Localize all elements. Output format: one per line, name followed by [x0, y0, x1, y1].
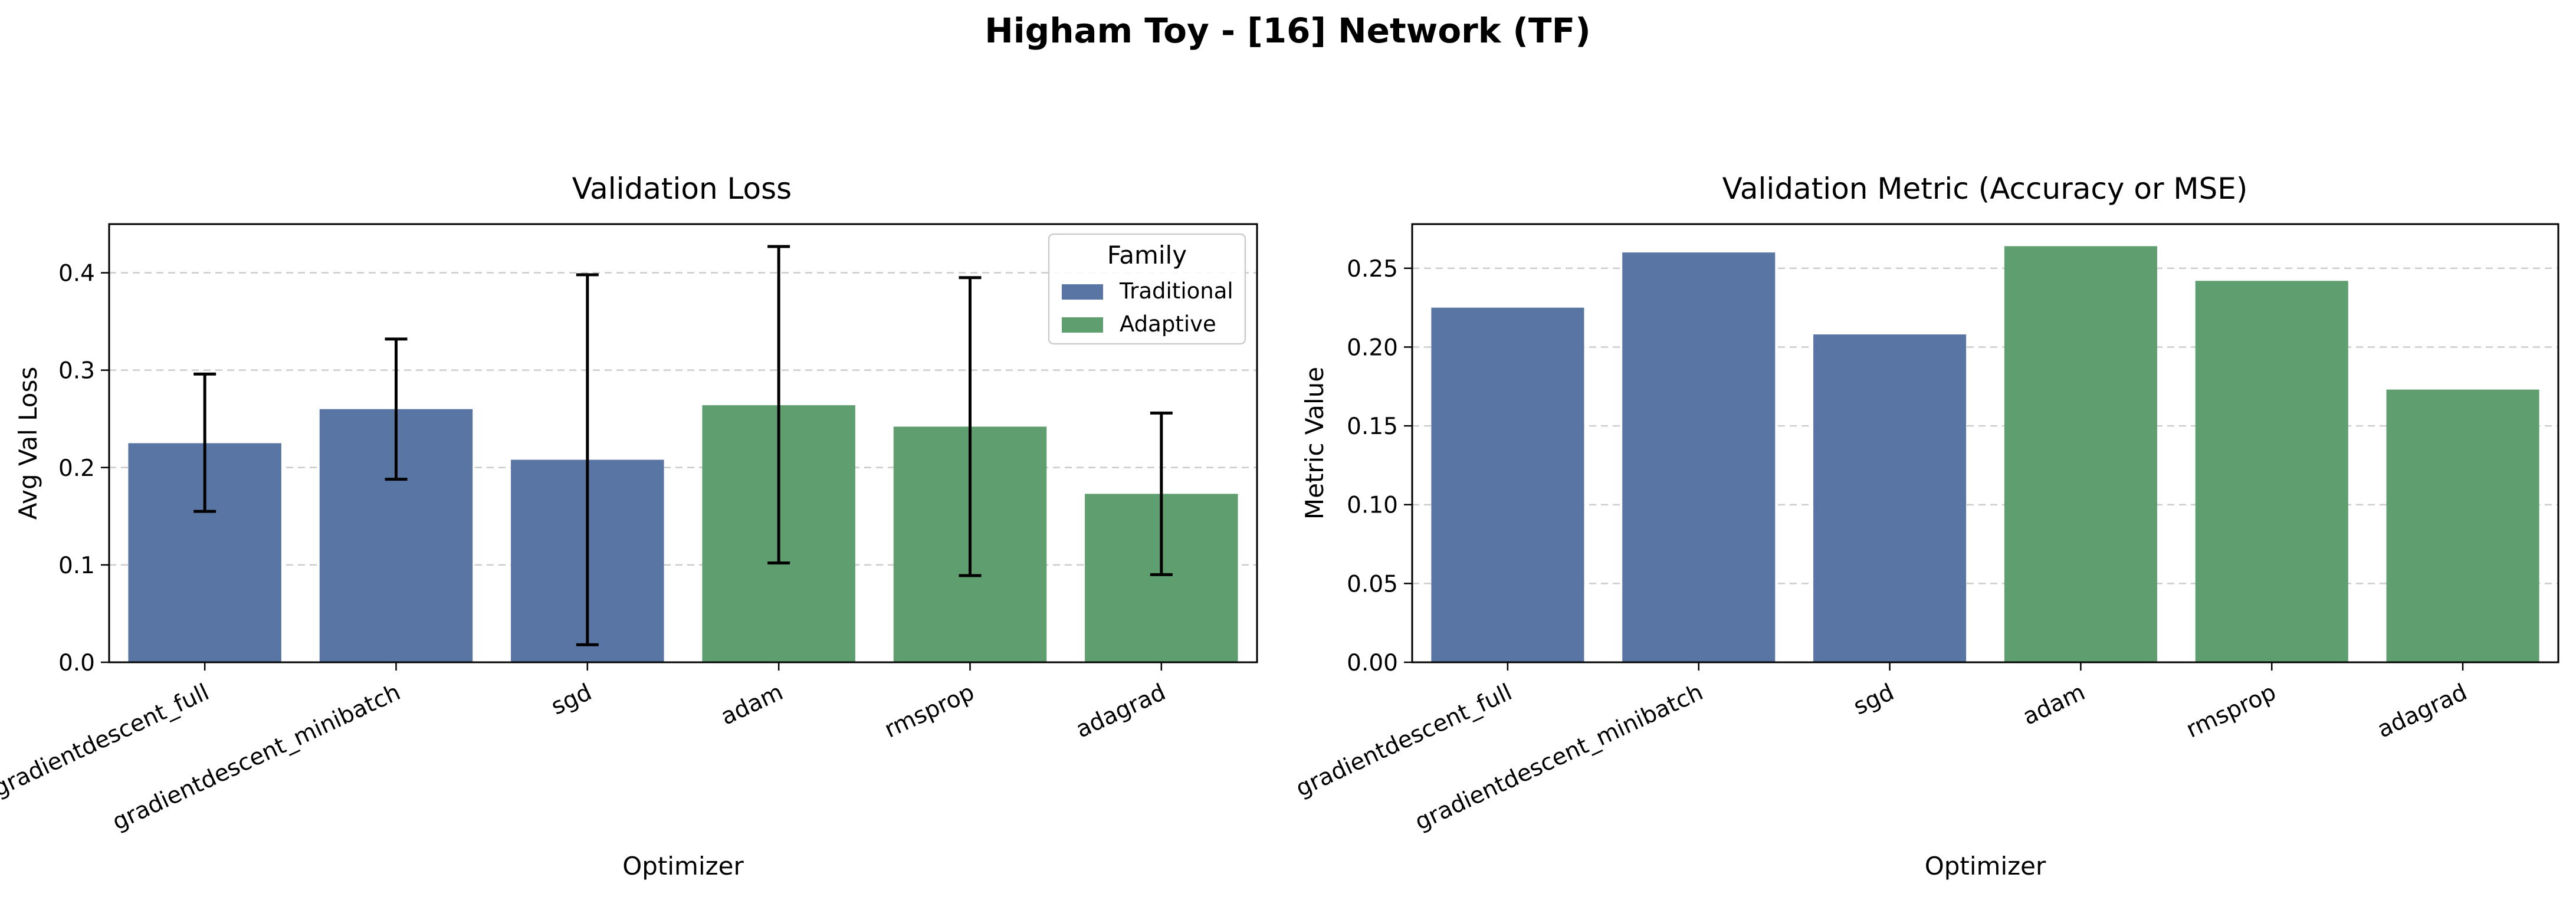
y-tick-label: 0.1	[58, 553, 95, 579]
legend-swatch-traditional	[1062, 284, 1103, 300]
y-tick-label: 0.3	[58, 358, 95, 385]
y-tick-label: 0.2	[58, 455, 95, 482]
chart-panel-validation-metric: 0.000.050.100.150.200.25gradientdescent_…	[1292, 172, 2559, 880]
bar-rmsprop	[2195, 281, 2348, 662]
y-tick-label: 0.10	[1347, 492, 1398, 519]
y-tick-label: 0.05	[1347, 571, 1398, 597]
bar-gradientdescent-full	[1431, 307, 1584, 662]
y-tick-label: 0.00	[1347, 650, 1398, 676]
x-tick-label-rmsprop: rmsprop	[2182, 679, 2280, 743]
chart-title: Validation Metric (Accuracy or MSE)	[1722, 172, 2248, 206]
x-tick-label-adagrad: adagrad	[1072, 679, 1170, 743]
legend-title: Family	[1107, 241, 1187, 270]
legend-box	[1048, 233, 1246, 345]
x-tick-label-adagrad: adagrad	[2373, 679, 2471, 743]
figure-title: Higham Toy - [16] Network (TF)	[985, 11, 1591, 51]
y-tick-label: 0.25	[1347, 256, 1398, 282]
x-axis-label: Optimizer	[1925, 852, 2046, 880]
legend-swatch-adaptive	[1062, 317, 1103, 333]
bar-adam	[2004, 246, 2157, 663]
x-tick-label-rmsprop: rmsprop	[881, 679, 979, 743]
legend-label-adaptive: Adaptive	[1120, 311, 1216, 337]
y-tick-label: 0.0	[58, 650, 95, 676]
bar-gradientdescent-minibatch	[1622, 252, 1776, 662]
x-tick-label-sgd: sgd	[547, 679, 596, 720]
y-tick-label: 0.4	[58, 261, 95, 287]
x-axis-label: Optimizer	[622, 852, 744, 880]
plot-frame	[1411, 223, 2559, 663]
y-axis-label: Avg Val Loss	[14, 367, 42, 520]
bar-adagrad	[2386, 389, 2539, 662]
chart-panel-validation-loss: 0.00.10.20.30.4gradientdescent_fullgradi…	[0, 172, 1258, 880]
legend-label-traditional: Traditional	[1119, 278, 1233, 304]
chart-title: Validation Loss	[572, 172, 792, 206]
x-tick-label-sgd: sgd	[1849, 679, 1898, 720]
y-tick-label: 0.15	[1347, 413, 1398, 440]
y-axis-label: Metric Value	[1300, 367, 1329, 520]
bar-sgd	[1813, 334, 1967, 662]
plot-frame	[108, 223, 1258, 663]
x-tick-label-adam: adam	[2019, 679, 2089, 731]
y-tick-label: 0.20	[1347, 334, 1398, 361]
x-tick-label-adam: adam	[717, 679, 787, 731]
